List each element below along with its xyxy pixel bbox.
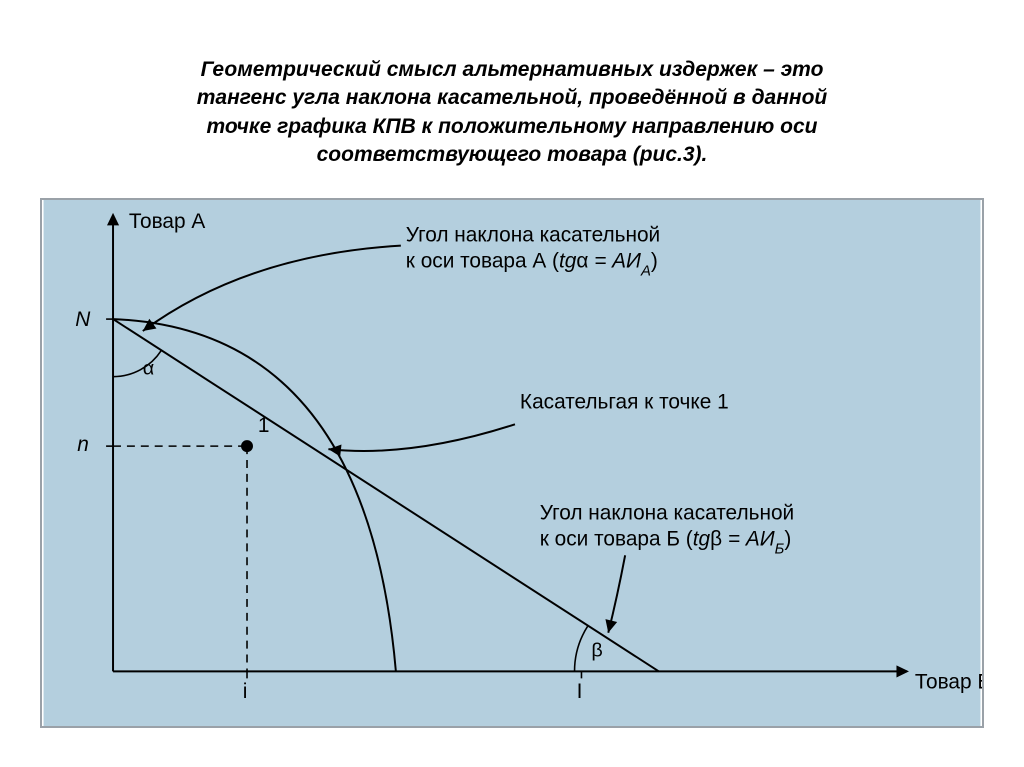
title-line-1: Геометрический смысл альтернативных изде… (201, 58, 824, 81)
title-line-2: тангенс угла наклона касательной, провед… (197, 86, 828, 109)
slide-title: Геометрический смысл альтернативных изде… (60, 56, 964, 169)
callout-alpha-text: Угол наклона касательнойк оси товара А (… (406, 224, 660, 280)
callout-beta-text: Угол наклона касательнойк оси товара Б (… (540, 502, 794, 558)
beta-label: β (591, 640, 602, 662)
y-axis-label: Товар А (129, 210, 205, 233)
callout-tangent-text: Касательгая к точке 1 (520, 390, 729, 413)
tangent-point (241, 440, 253, 452)
title-line-4: соответствующего товара (рис.3). (317, 143, 708, 166)
ppf-figure: Товар А Товар Б α β 1 Nn i I Угол наклона касате… (40, 198, 984, 728)
label-n: n (77, 433, 89, 456)
label-i: i (243, 680, 248, 703)
title-line-3: точке графика КПВ к положительному напра… (207, 115, 818, 138)
label-I-big: I (577, 680, 583, 703)
label-N: N (75, 308, 91, 331)
x-axis-label: Товар Б (915, 670, 982, 693)
alpha-label: α (143, 358, 154, 380)
point-1-label: 1 (258, 414, 270, 437)
